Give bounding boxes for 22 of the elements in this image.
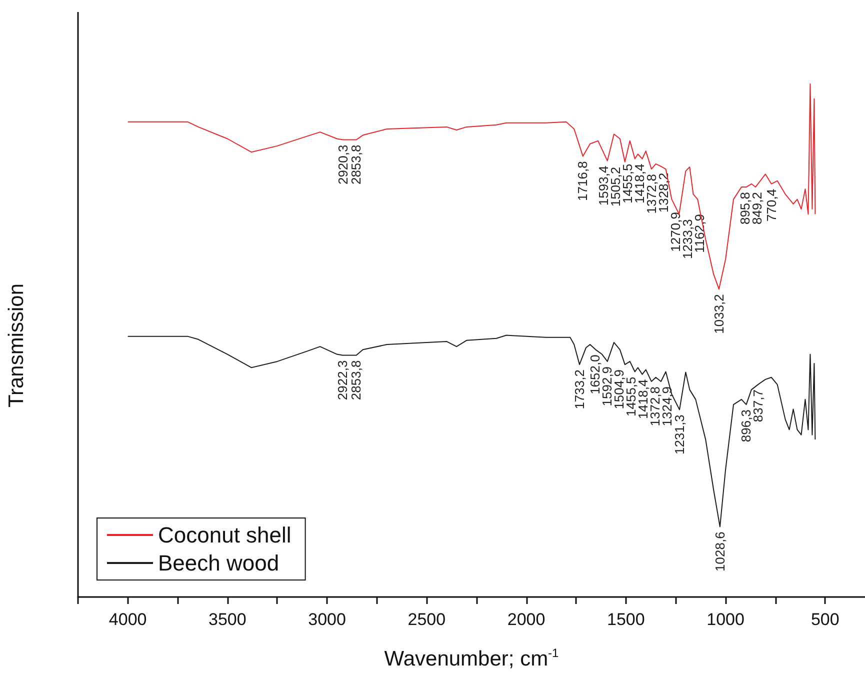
x-tick-label: 1500 bbox=[606, 610, 645, 629]
x-tick-label: 500 bbox=[810, 610, 840, 629]
annotation: 895,8 bbox=[737, 192, 752, 225]
x-tick-label: 2000 bbox=[507, 610, 546, 629]
x-tick-label: 4000 bbox=[108, 610, 147, 629]
annotation: 1733,2 bbox=[572, 370, 587, 410]
annotation: 1033,2 bbox=[711, 294, 726, 334]
annotation: 1716,8 bbox=[575, 161, 590, 201]
annotation: 2853,8 bbox=[348, 360, 364, 400]
x-tick-label: 3000 bbox=[308, 610, 346, 629]
x-tick-label: 3500 bbox=[208, 610, 246, 629]
annotation: 770,4 bbox=[764, 188, 779, 222]
y-axis-title: Transmission bbox=[5, 283, 28, 408]
x-tick-label: 2500 bbox=[408, 610, 446, 629]
annotation: 2922,3 bbox=[335, 360, 350, 400]
legend-label: Beech wood bbox=[158, 550, 280, 576]
legend-label: Coconut shell bbox=[158, 522, 292, 548]
x-tick-label: 1000 bbox=[706, 610, 744, 629]
annotation: 1028,6 bbox=[712, 532, 728, 572]
annotation: 1231,3 bbox=[672, 414, 687, 454]
annotation: 2920,3 bbox=[335, 144, 350, 185]
annotation: 2853,8 bbox=[348, 144, 364, 185]
